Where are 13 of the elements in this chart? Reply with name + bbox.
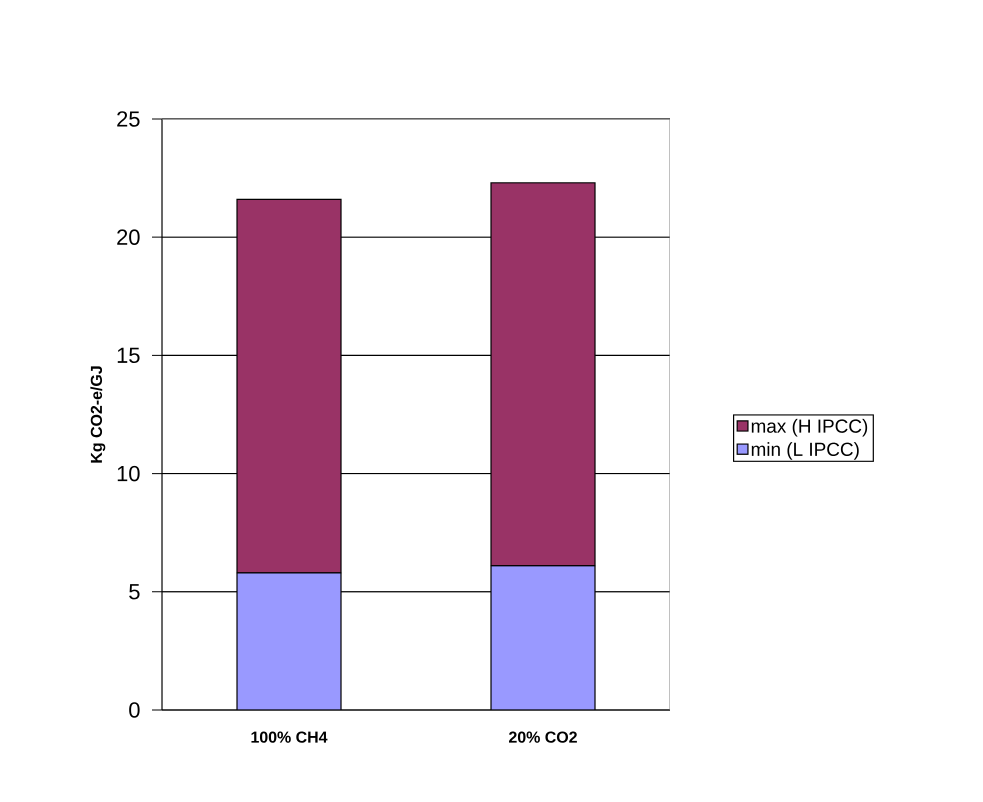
y-tick-label: 20 bbox=[117, 229, 140, 245]
legend-label: max (H IPCC) bbox=[752, 418, 868, 437]
y-tick-label: 15 bbox=[118, 348, 140, 364]
y-tick-label: 25 bbox=[117, 111, 140, 127]
x-tick-label: 20% CO2 bbox=[509, 732, 577, 743]
bar bbox=[490, 565, 596, 710]
y-tick-label: 5 bbox=[129, 584, 140, 600]
y-axis-title: Kg CO2-e/GJ bbox=[90, 366, 106, 463]
y-tick-label: 10 bbox=[118, 466, 140, 482]
x-tick-label: 100% CH4 bbox=[251, 732, 328, 743]
bar bbox=[236, 572, 342, 710]
y-tick-label: 0 bbox=[129, 702, 140, 718]
legend-label: min (L IPCC) bbox=[752, 442, 859, 460]
